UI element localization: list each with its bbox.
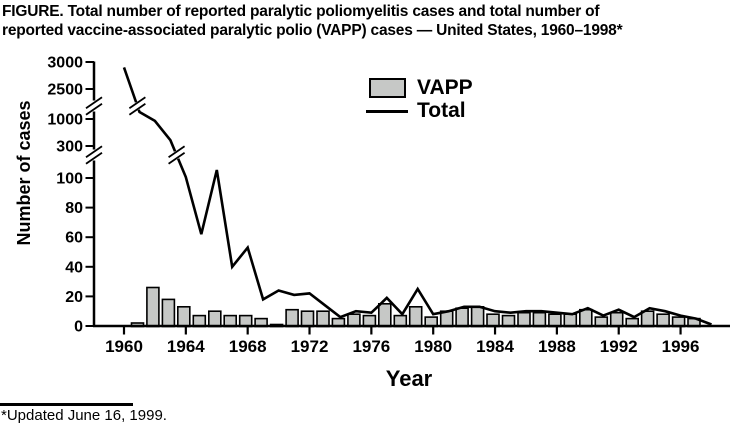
y-axis-break-0-slash-1 bbox=[85, 102, 103, 116]
vapp-bar-1979 bbox=[408, 305, 423, 328]
x-tick-label-1980: 1980 bbox=[414, 337, 452, 356]
figure-title-line1: FIGURE. Total number of reported paralyt… bbox=[2, 3, 600, 20]
vapp-bar-1973 bbox=[316, 310, 330, 328]
legend-total-line-sample bbox=[366, 110, 408, 113]
vapp-bar-1963 bbox=[161, 298, 176, 328]
x-tick-label-1968: 1968 bbox=[229, 337, 267, 356]
x-tick-label-1988: 1988 bbox=[538, 337, 576, 356]
y-axis-break-0-slash-0 bbox=[85, 96, 103, 110]
x-tick-label-1996: 1996 bbox=[662, 337, 700, 356]
x-tick-label-1976: 1976 bbox=[352, 337, 390, 356]
y-tick-label-80: 80 bbox=[65, 200, 83, 217]
line-break-0-slash-0 bbox=[128, 96, 146, 110]
x-tick-label-1984: 1984 bbox=[476, 337, 514, 356]
line-break-0-slash-1 bbox=[128, 102, 146, 116]
y-axis-break-1-slash-0 bbox=[85, 145, 103, 159]
y-axis-break-1-slash-1 bbox=[85, 151, 103, 165]
vapp-bar-1989 bbox=[563, 313, 578, 328]
y-tick-label-0: 0 bbox=[74, 319, 83, 336]
footnote: *Updated June 16, 1999. bbox=[1, 407, 167, 424]
footnote-rule bbox=[0, 403, 133, 406]
x-tick-label-1964: 1964 bbox=[167, 337, 205, 356]
legend-total-label: Total bbox=[417, 99, 466, 122]
vapp-bar-1987 bbox=[532, 311, 547, 328]
y-tick-label-3000: 3000 bbox=[47, 55, 83, 72]
y-tick-label-60: 60 bbox=[65, 230, 83, 247]
y-tick-label-100: 100 bbox=[56, 171, 83, 188]
figure-title-line2: reported vaccine-associated paralytic po… bbox=[2, 22, 623, 39]
y-tick-label-2500: 2500 bbox=[47, 82, 83, 99]
vapp-bar-1988 bbox=[548, 313, 562, 328]
figure-title: FIGURE. Total number of reported paralyt… bbox=[2, 2, 749, 40]
x-tick-label-1972: 1972 bbox=[291, 337, 329, 356]
vapp-bar-1994 bbox=[640, 310, 655, 328]
vapp-bar-1966 bbox=[208, 310, 222, 328]
line-break-1-slash-1 bbox=[168, 151, 186, 165]
vapp-bar-1964 bbox=[177, 305, 191, 328]
vapp-bar-1992 bbox=[609, 311, 624, 328]
vapp-bar-1995 bbox=[656, 313, 670, 328]
vapp-bar-1962 bbox=[146, 286, 160, 328]
vapp-bar-1983 bbox=[470, 305, 485, 328]
legend-vapp-swatch bbox=[369, 78, 406, 98]
vapp-bar-1975 bbox=[347, 313, 361, 328]
line-break-1-slash-0 bbox=[168, 145, 186, 159]
x-axis-title: Year bbox=[385, 366, 433, 391]
y-tick-label-300: 300 bbox=[56, 139, 83, 156]
vapp-bar-1972 bbox=[300, 310, 315, 328]
vapp-bar-1971 bbox=[285, 308, 299, 328]
total-line bbox=[122, 66, 712, 326]
vapp-bar-1990 bbox=[578, 308, 593, 328]
y-tick-label-40: 40 bbox=[65, 259, 83, 276]
vapp-bar-1986 bbox=[517, 311, 531, 328]
legend-vapp-label: VAPP bbox=[417, 76, 473, 99]
x-tick-label-1960: 1960 bbox=[105, 337, 143, 356]
x-tick-label-1992: 1992 bbox=[600, 337, 638, 356]
y-tick-label-20: 20 bbox=[65, 289, 83, 306]
vapp-bar-1977 bbox=[377, 302, 392, 328]
vapp-bar-1984 bbox=[486, 313, 500, 328]
y-tick-label-1000: 1000 bbox=[47, 112, 83, 129]
vapp-bar-1982 bbox=[455, 307, 469, 328]
